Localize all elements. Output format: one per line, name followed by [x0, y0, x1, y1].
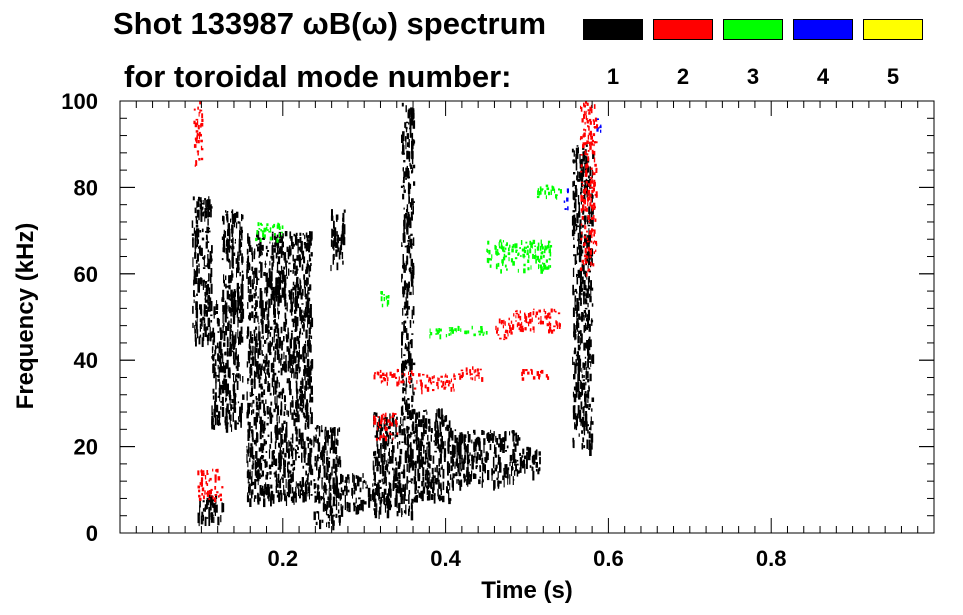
mode-1-region-5	[313, 425, 342, 531]
mode-3-region-27	[486, 239, 553, 274]
legend-label-mode-3: 3	[746, 64, 760, 89]
mode-2-region-22	[510, 308, 561, 334]
y-tick-label: 20	[74, 435, 98, 460]
mode-1-region-0	[191, 196, 213, 347]
mode-1-region-14	[571, 144, 595, 456]
mode-2-region-18	[373, 368, 415, 387]
mode-4-region-31	[596, 118, 602, 133]
y-tick-label: 0	[86, 521, 98, 546]
mode-1-region-11	[413, 408, 452, 505]
y-tick-label: 40	[74, 348, 98, 373]
x-axis-label: Time (s)	[481, 577, 573, 604]
mode-1-region-10	[400, 102, 416, 521]
mode-2-region-23	[521, 368, 550, 381]
legend-swatch-mode-1	[583, 19, 643, 40]
chart-title-line2: for toroidal mode number:	[124, 59, 512, 94]
x-tick-label: 0.6	[593, 546, 624, 571]
legend-label-mode-2: 2	[676, 64, 690, 89]
mode-1-region-12	[449, 429, 521, 491]
mode-4-region-30	[563, 188, 569, 211]
mode-1-region-2	[211, 296, 245, 433]
y-tick-label: 60	[74, 262, 98, 287]
mode-1-region-4	[246, 231, 314, 508]
mode-3-region-26	[429, 325, 488, 340]
mode-2-region-16	[197, 468, 224, 503]
x-tick-label: 0.2	[268, 546, 299, 571]
x-tick-label: 0.8	[756, 546, 787, 571]
chart-title-line1: Shot 133987 ωB(ω) spectrum	[113, 6, 547, 41]
mode-3-region-29	[255, 222, 284, 243]
mode-2-region-19	[413, 373, 456, 395]
y-tick-label: 80	[74, 175, 98, 200]
legend-label-mode-1: 1	[606, 64, 620, 89]
legend-swatch-mode-4	[793, 19, 853, 40]
legend-label-mode-4: 4	[816, 64, 830, 89]
mode-2-region-20	[458, 366, 484, 382]
mode-2-region-24	[579, 101, 599, 277]
axes: 0.2 0.4 0.6 0.8 0 20 40 60 80 100	[61, 89, 935, 571]
mode-1-region-6	[330, 209, 346, 272]
legend-swatch-mode-3	[723, 19, 783, 40]
legend-label-mode-5: 5	[886, 64, 900, 89]
legend-swatch-mode-2	[653, 19, 713, 40]
x-tick-label: 0.4	[430, 546, 461, 571]
mode-1-region-9	[372, 412, 403, 520]
mode-3-region-28	[536, 184, 562, 200]
y-tick-label: 100	[61, 89, 98, 114]
mode-3-region-25	[380, 291, 390, 308]
mode-2-region-17	[373, 412, 399, 442]
y-axis-label: Frequency (kHz)	[12, 223, 39, 410]
legend-swatch-mode-5	[863, 19, 923, 40]
mode-2-region-15	[193, 101, 204, 167]
mode-1-region-7	[339, 473, 367, 517]
mode-1-region-13	[519, 446, 541, 481]
spectrum-regions	[191, 101, 602, 531]
mode-1-region-3	[221, 209, 245, 325]
mode-2-region-21	[495, 317, 513, 341]
